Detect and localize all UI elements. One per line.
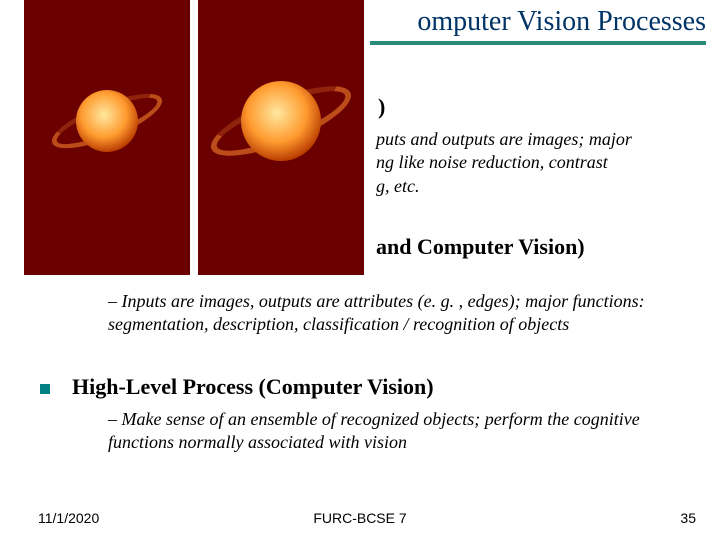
slide: omputer Vision Processes ) puts and outp…: [0, 0, 720, 540]
saturn-image-2: [198, 0, 364, 275]
bullet-icon: [40, 384, 50, 394]
high-level-desc: – Make sense of an ensemble of recognize…: [108, 408, 682, 455]
saturn-disc-icon: [76, 90, 138, 152]
saturn-disc-icon: [241, 81, 321, 161]
mid-level-desc: – Inputs are images, outputs are attribu…: [108, 290, 682, 337]
slide-title: omputer Vision Processes: [417, 6, 706, 38]
footer-center: FURC-BCSE 7: [0, 510, 720, 526]
high-level-heading: High-Level Process (Computer Vision): [72, 374, 434, 400]
image-region: [24, 0, 364, 275]
low-level-desc-fragment: puts and outputs are images; major ng li…: [376, 128, 690, 198]
title-underline: [370, 41, 706, 45]
footer-page-number: 35: [680, 510, 696, 526]
low-level-heading-fragment: ): [378, 94, 385, 120]
mid-level-heading-fragment: and Computer Vision): [376, 234, 585, 260]
saturn-image-1: [24, 0, 190, 275]
